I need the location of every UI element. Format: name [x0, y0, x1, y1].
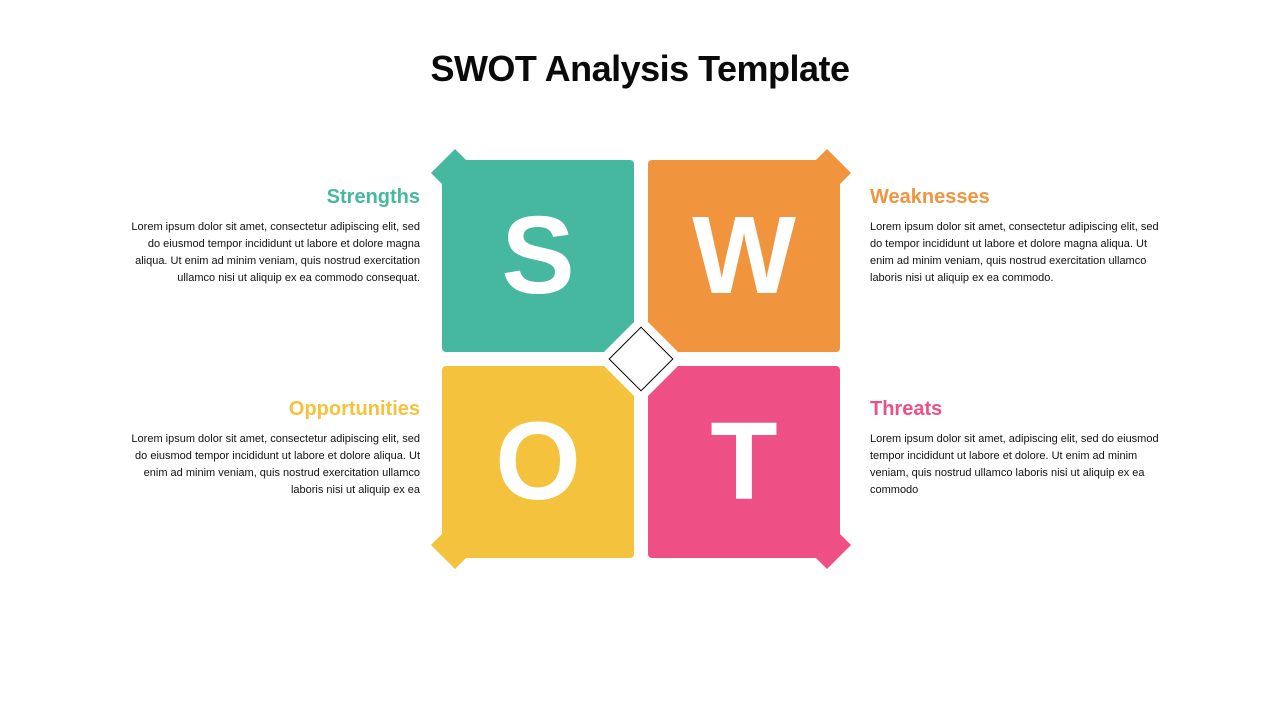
heading-weaknesses: Weaknesses: [870, 186, 1170, 209]
body-threats: Lorem ipsum dolor sit amet, adipiscing e…: [870, 431, 1170, 499]
letter-o: O: [495, 407, 581, 517]
section-strengths: Strengths Lorem ipsum dolor sit amet, co…: [120, 186, 420, 287]
tile-opportunities: O: [442, 366, 634, 558]
page-title: SWOT Analysis Template: [0, 48, 1280, 90]
letter-w: W: [692, 201, 796, 311]
body-weaknesses: Lorem ipsum dolor sit amet, consectetur …: [870, 219, 1170, 287]
body-opportunities: Lorem ipsum dolor sit amet, consectetur …: [120, 431, 420, 499]
heading-threats: Threats: [870, 398, 1170, 421]
swot-stage: SWOT Analysis Template S W O T Strengths…: [0, 0, 1280, 720]
tile-weaknesses: W: [648, 160, 840, 352]
tile-strengths: S: [442, 160, 634, 352]
section-threats: Threats Lorem ipsum dolor sit amet, adip…: [870, 398, 1170, 499]
swot-grid: S W O T: [442, 160, 840, 558]
letter-t: T: [710, 407, 777, 517]
heading-strengths: Strengths: [120, 186, 420, 209]
section-weaknesses: Weaknesses Lorem ipsum dolor sit amet, c…: [870, 186, 1170, 287]
section-opportunities: Opportunities Lorem ipsum dolor sit amet…: [120, 398, 420, 499]
tile-threats: T: [648, 366, 840, 558]
heading-opportunities: Opportunities: [120, 398, 420, 421]
body-strengths: Lorem ipsum dolor sit amet, consectetur …: [120, 219, 420, 287]
letter-s: S: [501, 201, 574, 311]
